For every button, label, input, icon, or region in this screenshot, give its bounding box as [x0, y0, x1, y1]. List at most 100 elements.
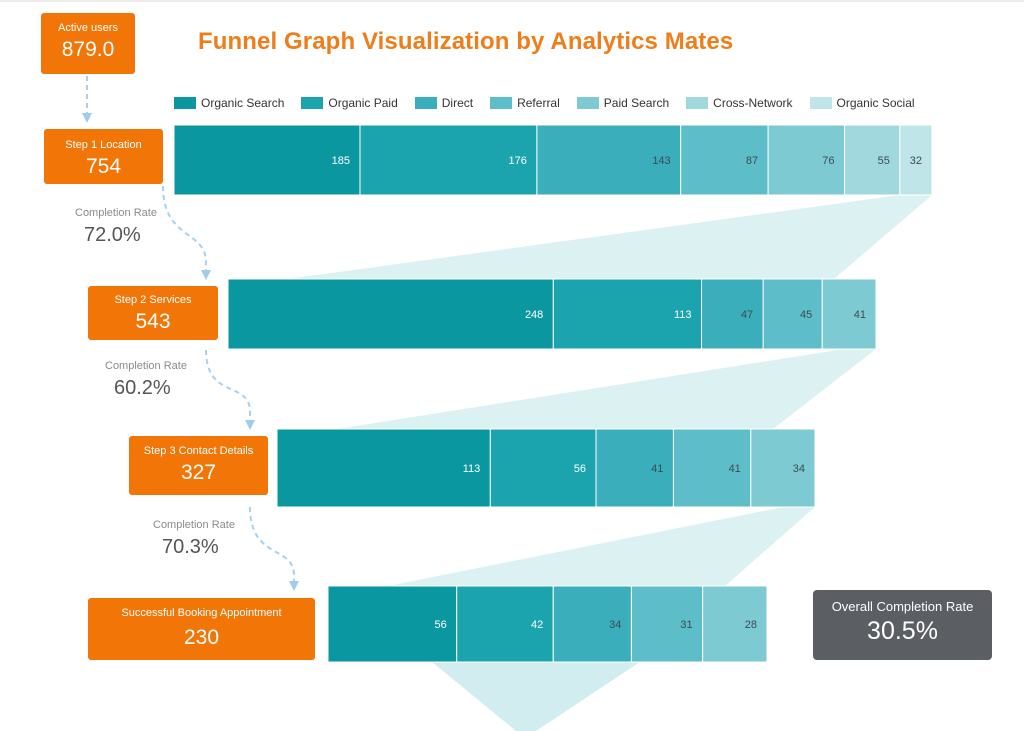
- overall-completion-label: Overall Completion Rate: [831, 599, 974, 614]
- legend-item: Referral: [490, 96, 560, 110]
- completion-rate: Completion Rate 72.0%: [75, 207, 157, 247]
- active-users-value: 879.0: [61, 38, 115, 61]
- top-divider: [0, 0, 1024, 2]
- bar-data-label: 55: [878, 155, 890, 167]
- legend-item: Organic Social: [809, 96, 915, 110]
- funnel-bar-segment: [630, 585, 704, 663]
- funnel-bar-segment: [276, 428, 491, 508]
- bar-data-label: 41: [729, 463, 741, 475]
- funnel-bar-segment: [456, 585, 554, 663]
- completion-rate-label: Completion Rate: [105, 360, 187, 372]
- legend-swatch: [490, 97, 513, 109]
- legend-label: Referral: [517, 96, 560, 110]
- legend-label: Organic Social: [836, 96, 915, 110]
- legend-swatch: [174, 97, 196, 109]
- legend-swatch: [301, 97, 324, 109]
- legend-label: Organic Search: [201, 96, 285, 110]
- bar-data-label: 176: [509, 155, 527, 167]
- funnel-bar-labels: 185 176 143 87 76 55 32 248 113 47 45 41 113 56 41 41 34…: [332, 155, 922, 631]
- legend-swatch: [809, 97, 832, 109]
- bar-data-label: 34: [609, 619, 621, 631]
- step-box: Successful Booking Appointment 230: [88, 598, 315, 660]
- bar-data-label: 113: [674, 309, 692, 321]
- step-box: Step 2 Services 543: [88, 286, 218, 340]
- completion-rate: Completion Rate 60.2%: [105, 360, 187, 400]
- bar-data-label: 34: [793, 463, 805, 475]
- legend-swatch: [576, 97, 599, 109]
- funnel-bars: [173, 124, 933, 663]
- bar-data-label: 28: [745, 619, 757, 631]
- bar-data-label: 56: [574, 463, 586, 475]
- legend-swatch: [414, 97, 437, 109]
- bar-data-label: 42: [531, 619, 543, 631]
- funnel-bar-segment: [702, 585, 768, 663]
- bar-data-label: 56: [434, 619, 446, 631]
- overall-completion-value: 30.5%: [867, 617, 938, 645]
- chart-title: Funnel Graph Visualization by Analytics …: [198, 28, 734, 55]
- funnel-bar-segment: [701, 278, 764, 350]
- funnel-bar-segment: [750, 428, 816, 508]
- bar-data-label: 248: [525, 309, 543, 321]
- bar-data-label: 41: [651, 463, 663, 475]
- step-label: Successful Booking Appointment: [121, 607, 282, 619]
- legend-label: Direct: [441, 96, 474, 110]
- funnel-bar-segment: [821, 278, 877, 350]
- funnel-bar-segment: [227, 278, 554, 350]
- legend-label: Paid Search: [603, 96, 670, 110]
- bar-data-label: 32: [910, 155, 922, 167]
- step-connector-arrow: [249, 506, 299, 591]
- completion-rate: Completion Rate 70.3%: [153, 519, 235, 559]
- funnel-bar-segment: [327, 585, 458, 663]
- funnel-trapezoids: [288, 195, 932, 731]
- bar-data-label: 143: [652, 155, 670, 167]
- legend-item: Paid Search: [576, 96, 670, 110]
- bar-data-label: 87: [746, 155, 758, 167]
- active-users-box: Active users 879.0: [41, 13, 135, 74]
- bar-data-label: 76: [822, 155, 834, 167]
- bar-data-label: 47: [741, 309, 753, 321]
- legend-item: Organic Search: [174, 96, 284, 110]
- funnel-bar-segment: [762, 278, 823, 350]
- legend-item: Organic Paid: [301, 96, 398, 110]
- step-label: Step 3 Contact Details: [143, 445, 254, 457]
- legend-swatch: [686, 97, 709, 109]
- funnel-trapezoid: [388, 507, 815, 586]
- step-connector-arrow: [205, 349, 255, 430]
- legend-label: Cross-Network: [713, 96, 793, 110]
- bar-data-label: 185: [332, 155, 350, 167]
- step-box: Step 1 Location 754: [44, 129, 163, 184]
- funnel-bar-segment: [680, 124, 769, 196]
- legend-label: Organic Paid: [328, 96, 398, 110]
- step-label: Step 2 Services: [114, 294, 192, 306]
- completion-rate-value: 70.3%: [162, 536, 219, 558]
- funnel-bar-segment: [552, 585, 632, 663]
- chart-legend: Organic Search Organic Paid Direct Referral…: [174, 96, 932, 110]
- bar-data-label: 31: [680, 619, 692, 631]
- funnel-bar-segment: [899, 124, 933, 196]
- bar-data-label: 41: [854, 309, 866, 321]
- overall-completion-box: Overall Completion Rate 30.5%: [813, 590, 992, 660]
- step-value: 754: [85, 155, 122, 178]
- funnel-trapezoid: [288, 195, 932, 279]
- legend-item: Direct: [414, 96, 474, 110]
- funnel-bar-segment: [489, 428, 597, 508]
- funnel-bar-segment: [672, 428, 752, 508]
- bar-data-label: 113: [463, 463, 481, 475]
- funnel-bar-segment: [173, 124, 361, 196]
- funnel-trapezoid: [337, 349, 876, 429]
- completion-rate-label: Completion Rate: [75, 207, 157, 219]
- funnel-bar-segment: [552, 278, 703, 350]
- step-label: Step 1 Location: [65, 139, 142, 151]
- step-connectors: [82, 76, 299, 591]
- funnel-bar-segment: [595, 428, 674, 508]
- step-value: 543: [135, 310, 171, 333]
- funnel-trapezoid: [432, 662, 640, 731]
- step-value: 230: [183, 626, 220, 649]
- completion-rate-value: 60.2%: [114, 377, 171, 399]
- legend-item: Cross-Network: [686, 96, 793, 110]
- completion-rate-label: Completion Rate: [153, 519, 235, 531]
- step-value: 327: [180, 461, 217, 484]
- completion-rate-value: 72.0%: [84, 224, 141, 246]
